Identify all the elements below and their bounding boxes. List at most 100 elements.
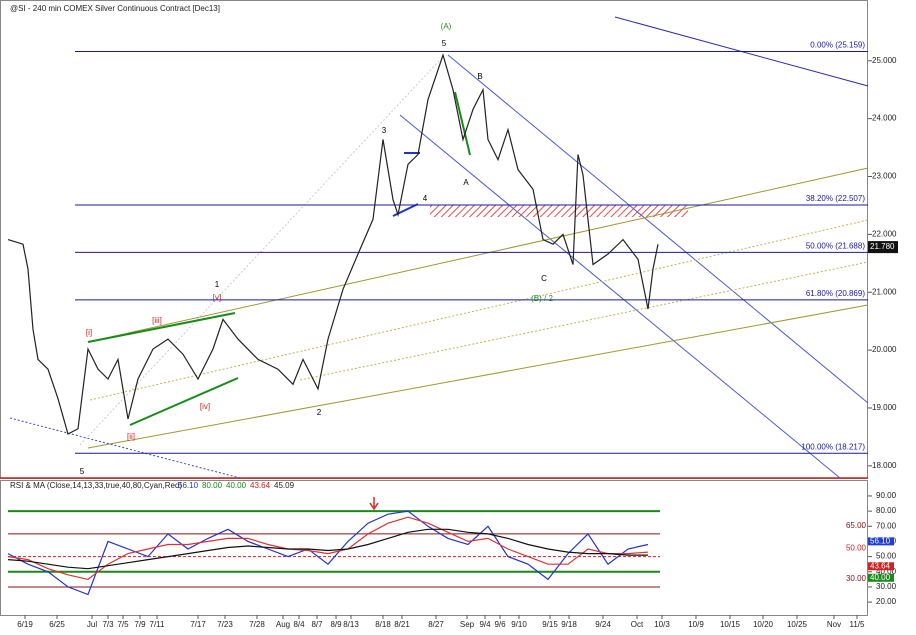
x-tick-label: 9/18 — [561, 620, 577, 629]
trendline — [399, 114, 841, 479]
wave-label: (A) — [441, 22, 452, 31]
x-tick-label: 9/6 — [494, 620, 506, 629]
x-tick-label: 7/5 — [117, 620, 129, 629]
x-tick-label: 10/3 — [654, 620, 670, 629]
x-tick-label: 7/23 — [217, 620, 233, 629]
fib-label: 38.20% (22.507) — [806, 194, 865, 203]
trendline — [87, 304, 869, 449]
wave-label: [i] — [86, 328, 92, 337]
trendline — [87, 167, 869, 343]
y-tick-label: 30.00 — [876, 582, 897, 591]
header-value: 45.09 — [274, 481, 295, 490]
value-tag-label: 43.64 — [870, 561, 891, 570]
y-tick-label: 25.000 — [872, 56, 897, 65]
x-tick-label: 8/18 — [375, 620, 391, 629]
y-tick-label: 90.00 — [876, 491, 897, 500]
wave-label: 4 — [423, 194, 428, 203]
y-tick-label: 23.000 — [872, 172, 897, 181]
x-tick-label: Oct — [631, 620, 644, 629]
wave-label: 2 — [317, 408, 322, 417]
y-tick-label: 24.000 — [872, 114, 897, 123]
y-tick-label: 19.000 — [872, 403, 897, 412]
x-tick-label: 10/9 — [688, 620, 704, 629]
x-tick-label: 8/7 — [311, 620, 323, 629]
header-value: 40.00 — [226, 481, 247, 490]
y-tick-label: 20.000 — [872, 345, 897, 354]
wave-label: (B) / 2 — [531, 294, 553, 303]
x-tick-label: 8/13 — [343, 620, 359, 629]
x-tick-label: 7/3 — [102, 620, 114, 629]
fib-label: 0.00% (25.159) — [810, 41, 865, 50]
fib-label: 100.00% (18.217) — [801, 442, 865, 451]
trendlines — [9, 16, 869, 479]
x-tick-label: 6/25 — [49, 620, 65, 629]
level-label: 65.00 — [846, 521, 867, 530]
x-tick-label: 10/20 — [753, 620, 774, 629]
value-tag — [868, 573, 894, 582]
last-price-tag — [868, 241, 898, 254]
value-tag-label: 40.00 — [870, 573, 891, 582]
y-tick-label: 18.000 — [872, 461, 897, 470]
x-tick-label: Aug — [276, 620, 290, 629]
x-tick-label: 9/4 — [479, 620, 491, 629]
y-tick-label: 40.00 — [876, 567, 897, 576]
trendline — [87, 312, 236, 343]
header-value: 80.00 — [202, 481, 223, 490]
value-tag — [868, 537, 894, 546]
wave-label: 1 — [215, 280, 220, 289]
x-tick-label: 10/25 — [787, 620, 808, 629]
x-tick-label: 7/9 — [134, 620, 146, 629]
rsi-title: RSI & MA (Close,14,13,33,true,40,80,Cyan… — [10, 481, 182, 490]
trendline — [454, 91, 471, 156]
header-value: 43.64 — [250, 481, 271, 490]
x-tick-label: Nov — [827, 620, 841, 629]
fib-label: 50.00% (21.688) — [806, 242, 865, 251]
trendline — [129, 377, 239, 426]
y-tick-label: 50.00 — [876, 552, 897, 561]
last-price-label: 21.780 — [870, 242, 895, 251]
resistance-zone — [430, 205, 688, 217]
wave-label: A — [463, 178, 469, 187]
trendline — [89, 219, 869, 401]
y-tick-label: 20.00 — [876, 597, 897, 606]
y-tick-label: 80.00 — [876, 506, 897, 515]
series-line — [7, 510, 649, 596]
x-tick-label: 7/17 — [190, 620, 206, 629]
rsi-frame — [0, 480, 868, 616]
series-line — [7, 516, 649, 581]
x-tick-label: 8/27 — [428, 620, 444, 629]
fib-label: 61.80% (20.869) — [806, 289, 865, 298]
wave-label: 5 — [442, 39, 447, 48]
x-tick-label: 8/4 — [293, 620, 305, 629]
x-tick-label: 10/15 — [720, 620, 741, 629]
value-tag — [868, 562, 894, 571]
x-tick-label: Jul — [87, 620, 97, 629]
value-tag-label: 56.10 — [870, 536, 891, 545]
x-tick-label: 7/11 — [150, 620, 166, 629]
y-tick-label: 22.000 — [872, 229, 897, 238]
wave-label: 3 — [382, 126, 387, 135]
level-label: 30.00 — [846, 574, 867, 583]
x-tick-label: Sep — [460, 620, 475, 629]
wave-label: [v] — [213, 293, 221, 302]
wave-label: [iv] — [200, 402, 210, 411]
wave-label: B — [477, 72, 482, 81]
y-tick-label: 21.000 — [872, 287, 897, 296]
trendline — [447, 54, 869, 404]
wave-label: [ii] — [127, 432, 135, 441]
x-tick-label: 8/9 — [330, 620, 342, 629]
signal-arrow — [369, 497, 379, 511]
wave-label: 5 — [80, 467, 85, 476]
trendline — [299, 261, 869, 381]
wave-label: [iii] — [152, 316, 162, 325]
x-tick-label: 7/28 — [249, 620, 265, 629]
series-line — [7, 52, 659, 435]
chart-title: @SI - 240 min COMEX Silver Continuous Co… — [10, 4, 220, 13]
header-value: 56.10 — [178, 481, 199, 490]
wave-label: C — [541, 274, 547, 283]
y-tick-label: 70.00 — [876, 521, 897, 530]
x-tick-label: 6/19 — [17, 620, 33, 629]
x-tick-label: 9/24 — [595, 620, 611, 629]
